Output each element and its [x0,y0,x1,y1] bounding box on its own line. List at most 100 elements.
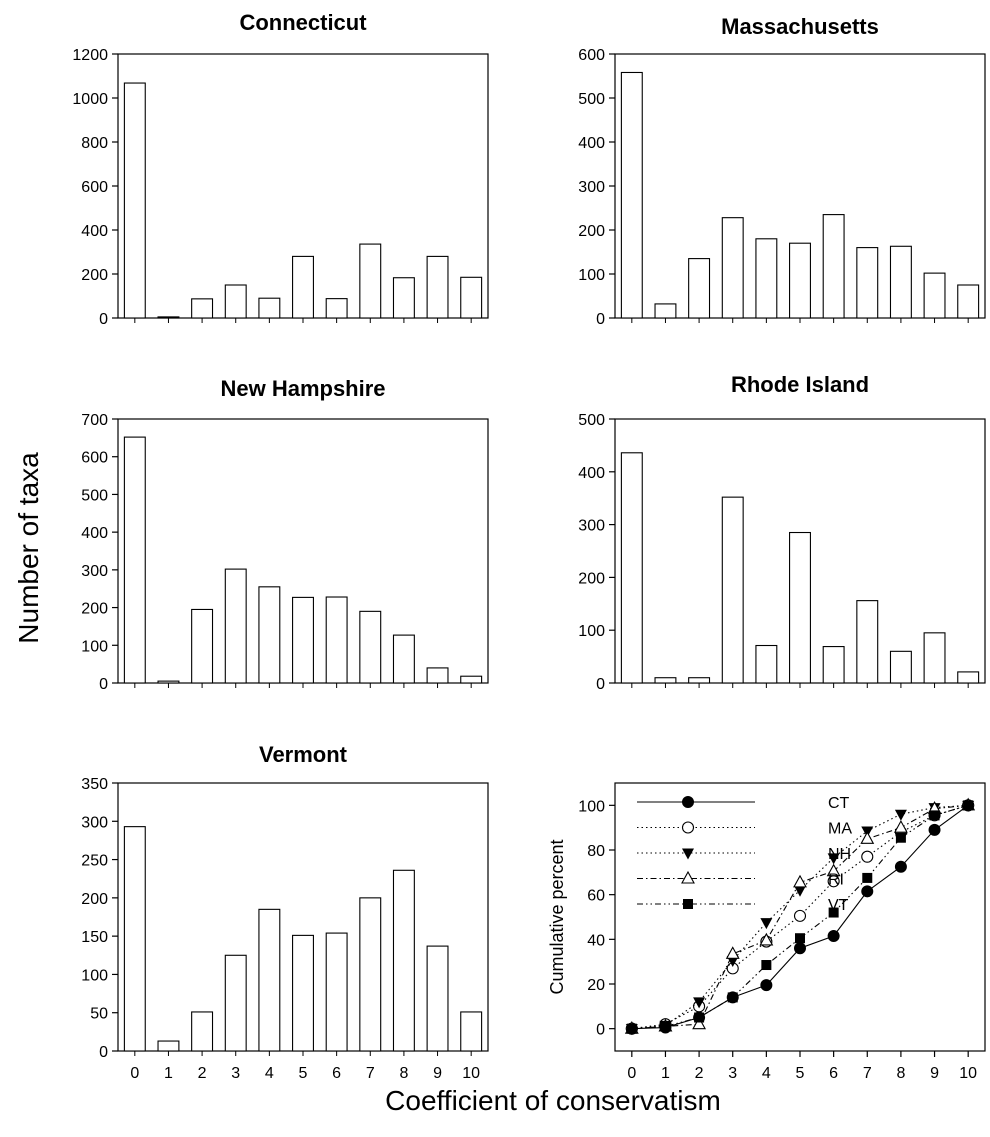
bar [191,1011,214,1052]
bar [460,675,483,684]
bar [789,531,811,684]
chart-panel-3: Rhode Island 0 100 200 300 400 500 [578,372,986,693]
y-tick-label: 100 [578,623,605,640]
bar [755,238,778,319]
x-tick-label: 5 [299,1065,308,1082]
y-tick-label: 0 [596,676,605,693]
x-tick-label: 9 [433,1065,442,1082]
x-tick-label: 9 [930,1065,939,1082]
marker-point [963,800,974,811]
marker-point [793,909,807,922]
legend-label: MA [828,821,852,838]
marker-point [894,809,907,821]
bar [392,869,415,1052]
bar [721,217,744,319]
marker-point [683,899,693,909]
marker-point [860,831,875,844]
marker-point [893,820,908,833]
bar [325,596,348,684]
bar [654,303,677,319]
marker-point [861,850,874,863]
y-tick-label: 100 [578,267,605,284]
bar [258,908,281,1052]
marker-point [760,918,773,930]
marker-point [861,885,874,898]
y-tick-label: 200 [81,891,108,908]
marker-point [793,874,807,888]
bar [688,677,711,684]
y-tick-label: 0 [99,676,108,693]
bar [889,245,912,319]
x-tick-label: 2 [198,1065,207,1082]
bar [392,277,415,319]
y-tick-label: 350 [81,776,108,793]
bar [426,945,449,1052]
panel-title: Massachusetts [721,14,879,39]
marker-point [682,848,694,860]
legend-label: NH [828,846,851,863]
y-tick-label: 300 [81,814,108,831]
marker-point [626,1023,637,1034]
x-tick-label: 7 [366,1065,375,1082]
marker-point [894,860,907,873]
panel-title: New Hampshire [220,376,385,401]
chart-panel-5: 0 20 40 60 80 100 0 1 2 3 4 5 6 7 8 9 10 Cumulative perce… [547,782,986,1082]
x-tick-label: 3 [231,1065,240,1082]
y-tick-label: 200 [81,601,108,618]
y-tick-label: 80 [587,843,605,860]
marker-point [826,863,841,877]
bar [292,934,314,1052]
y-tick-label: 300 [578,179,605,196]
y-tick-label: 400 [578,465,605,482]
bar [856,600,879,684]
y-tick-label: 400 [578,135,605,152]
chart-panel-4: Vermont 0 50 100 150 200 250 300 350 0 1 2 3 4 5 6 7 8 9 10 [81,742,489,1082]
y-tick-label: 0 [596,311,605,328]
marker-point [682,796,694,808]
bar [755,644,778,684]
bar [157,1040,180,1052]
marker-point [928,823,941,836]
bar [325,932,348,1052]
y-tick-label: 100 [81,638,108,655]
x-tick-label: 6 [829,1065,838,1082]
bar [460,1011,483,1052]
x-tick-label: 4 [265,1065,274,1082]
marker-point [727,992,738,1003]
bar [426,667,449,684]
y-tick-label: 500 [81,487,108,504]
chart-panel-1: Massachusetts 0 100 200 300 400 500 600 [578,14,986,328]
x-tick-label: 5 [796,1065,805,1082]
x-tick-label: 1 [164,1065,173,1082]
x-tick-label: 6 [332,1065,341,1082]
bar [224,568,247,684]
legend-label: RI [828,872,844,889]
x-tick-label: 1 [661,1065,670,1082]
y-tick-label: 200 [578,570,605,587]
panel-title: Connecticut [239,10,367,35]
marker-point [795,933,805,944]
marker-point [681,870,695,884]
x-tick-label: 0 [627,1065,636,1082]
marker-point [761,960,772,971]
marker-point [794,885,806,897]
bar [123,826,146,1052]
marker-point [681,821,695,834]
bar [224,284,247,319]
marker-point [760,979,773,992]
y-tick-label: 0 [99,311,108,328]
series-VT [626,800,974,1034]
marker-point [827,853,840,865]
bar [292,255,314,319]
y-tick-label: 20 [587,977,605,994]
x-tick-label: 10 [462,1065,480,1082]
x-tick-label: 3 [728,1065,737,1082]
bar [789,242,811,319]
marker-point [694,1012,705,1023]
y-axis-label: Cumulative percent [547,839,567,994]
x-tick-label: 2 [695,1065,704,1082]
marker-point [759,932,774,946]
y-tick-label: 500 [578,412,605,429]
y-tick-label: 800 [81,135,108,152]
